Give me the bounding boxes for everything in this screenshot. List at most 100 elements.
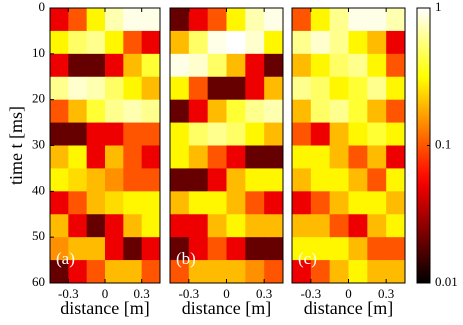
heat-cell [310,122,331,146]
heat-cell [310,191,331,215]
heat-cell [386,168,406,192]
heat-cell [245,191,265,215]
heat-cell [207,8,227,32]
x-tick-label: 0 [223,286,230,301]
y-tick-label: 0 [39,0,46,14]
heat-cell [348,76,368,101]
heat-cell [264,30,284,55]
heat-cell [292,214,312,238]
heat-cell [141,168,161,192]
x-tick-label: 0 [345,286,352,301]
heat-cell [245,76,265,101]
heat-cell [141,191,161,215]
heat-cell [86,99,106,124]
heat-cell [141,53,161,78]
heat-cell [86,214,106,238]
heat-cell [86,8,106,32]
y-tick-label: 20 [32,91,45,106]
heat-cell [292,260,312,284]
heat-cell [292,76,312,101]
heat-cell [141,76,161,101]
y-axis-label: time t [ms] [6,106,26,185]
x-tick-label: 0 [102,286,109,301]
heat-cell [245,8,265,32]
heat-cell [68,191,88,215]
x-tick-label: -0.3 [301,286,322,301]
heat-cell [386,260,406,284]
heat-cell [264,168,284,192]
heat-cell [68,99,88,124]
heat-cell [50,214,69,238]
heat-cell [141,260,161,284]
heat-cell [50,76,69,101]
heat-cell [310,214,331,238]
heat-cell [50,191,69,215]
heat-cell [86,191,106,215]
heat-cell [329,8,349,32]
heat-cell [123,145,143,169]
heat-cell [170,122,190,146]
heat-cell [264,260,284,284]
heat-cell [264,191,284,215]
heat-cell [68,260,88,284]
heat-cell [310,76,331,101]
heat-cell [68,76,88,101]
heat-cell [50,99,69,124]
heat-cell [207,30,227,55]
heat-cell [292,191,312,215]
panel-label: (a) [56,249,75,268]
heat-cell [170,237,190,261]
heat-cell [207,191,227,215]
heat-cell [292,237,312,261]
heat-cell [386,237,406,261]
heat-cell [264,237,284,261]
heat-cell [292,145,312,169]
x-axis-label: distance [m] [304,298,393,318]
heat-cell [123,99,143,124]
heat-cell [105,191,124,215]
heat-cell [329,168,349,192]
heat-cell [226,76,246,101]
heat-cell [292,53,312,78]
heat-cell [105,237,124,261]
heat-cell [207,214,227,238]
heat-cell [329,237,349,261]
heat-cell [264,76,284,101]
heat-cell [170,145,190,169]
heat-cell [50,145,69,169]
heat-cell [367,237,387,261]
heat-cell [310,145,331,169]
heat-cell [329,99,349,124]
heat-cell [207,53,227,78]
heat-cell [367,30,387,55]
x-axis-label: distance [m] [60,298,149,318]
heat-cell [386,53,406,78]
heat-cell [310,8,331,32]
heat-cell [188,168,209,192]
heat-cell [264,8,284,32]
x-tick-label: -0.3 [58,286,79,301]
heat-cell [310,53,331,78]
heat-cell [310,168,331,192]
x-tick-label: -0.3 [179,286,200,301]
heat-cell [188,191,209,215]
heat-cell [50,237,69,261]
heat-cell [348,260,368,284]
heat-cell [207,145,227,169]
heat-cell [123,76,143,101]
heat-cell [367,214,387,238]
heat-cell [348,30,368,55]
heat-cell [207,99,227,124]
heat-cell [367,8,387,32]
heat-cell [310,99,331,124]
heat-cell [188,53,209,78]
heat-cell [386,145,406,169]
heat-cell [50,30,69,55]
heat-cell [50,53,69,78]
heat-cell [348,8,368,32]
heat-cell [226,214,246,238]
heat-cell [105,122,124,146]
panel-label: (b) [176,249,196,268]
heat-cell [105,8,124,32]
